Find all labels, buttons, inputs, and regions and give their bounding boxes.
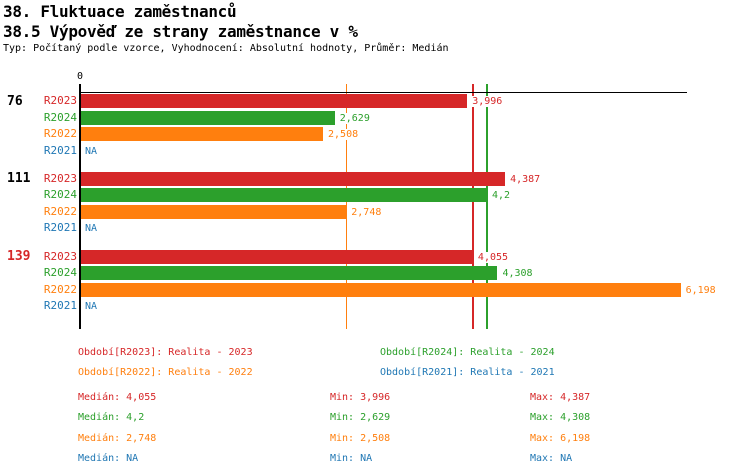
bar: [81, 171, 506, 186]
bar: [81, 127, 324, 142]
series-label: R2023: [43, 171, 77, 185]
na-value-label: NA: [84, 301, 99, 313]
median-line: [472, 84, 474, 329]
series-label: R2021: [43, 299, 77, 313]
page-title: 38. Fluktuace zaměstnanců: [3, 2, 237, 21]
stat-max: Max: 4,387: [530, 392, 591, 403]
bar: [81, 94, 468, 108]
median-line: [345, 84, 348, 329]
median-line: [486, 84, 488, 329]
series-label: R2024: [43, 188, 77, 202]
bar: [81, 204, 347, 219]
x-axis-line: [80, 91, 687, 93]
group-label: 111: [7, 171, 31, 187]
x-axis-origin-label: 0: [77, 71, 84, 82]
bar: [81, 266, 498, 281]
series-label: R2023: [43, 249, 77, 263]
stat-median: Medián: NA: [78, 453, 139, 464]
bar-value-label: 6,198: [684, 284, 717, 296]
series-label: R2021: [43, 143, 77, 157]
bar-chart: 76 R2023 3,996 R2024 2,629 R2022 2,508 R2021 NA 1…: [7, 71, 717, 329]
bar-value-label: 4,055: [476, 251, 510, 263]
bar: [81, 249, 473, 264]
series-label: R2022: [43, 204, 77, 218]
bar-value-label: 4,308: [501, 268, 534, 280]
series-label: R2022: [43, 127, 77, 141]
stat-min: Min: 2,508: [330, 433, 391, 444]
x-axis-tick: [79, 84, 81, 92]
stat-median: Medián: 4,055: [78, 392, 157, 403]
na-value-label: NA: [84, 223, 99, 235]
chart-meta-line: Typ: Počítaný podle vzorce, Vyhodnocení:…: [3, 43, 449, 54]
y-axis-line: [79, 92, 81, 329]
bar-value-label: 2,629: [338, 112, 371, 124]
bar-value-label: 3,996: [471, 96, 504, 107]
bar: [81, 110, 335, 125]
group-label: 139: [7, 249, 31, 264]
series-label: R2022: [43, 282, 77, 296]
bar-value-label: 2,748: [350, 206, 383, 218]
bar-value-label: 4,387: [509, 173, 542, 185]
bar-value-label: 2,508: [327, 129, 360, 141]
series-label: R2024: [43, 110, 77, 124]
stat-median: Medián: 4,2: [78, 412, 145, 423]
bar: [81, 282, 681, 297]
stat-min: Min: 3,996: [330, 392, 391, 403]
series-label: R2023: [43, 94, 77, 107]
bar: [81, 188, 487, 203]
series-label: R2021: [43, 221, 77, 235]
stat-max: Max: 4,308: [530, 412, 591, 423]
page-subtitle: 38.5 Výpověď ze strany zaměstnance v %: [3, 22, 358, 41]
legend-item: Období[R2024]: Realita - 2024: [380, 347, 555, 358]
group-label: 76: [7, 93, 23, 109]
series-label: R2024: [43, 266, 77, 280]
stat-min: Min: NA: [330, 453, 373, 464]
legend-item: Období[R2023]: Realita - 2023: [78, 347, 253, 358]
bar-value-label: 4,2: [490, 190, 512, 202]
stat-median: Medián: 2,748: [78, 433, 157, 444]
stat-min: Min: 2,629: [330, 412, 391, 423]
legend-item: Období[R2021]: Realita - 2021: [380, 367, 555, 378]
na-value-label: NA: [84, 145, 99, 157]
legend-item: Období[R2022]: Realita - 2022: [78, 367, 253, 378]
stat-max: Max: 6,198: [530, 433, 591, 444]
stat-max: Max: NA: [530, 453, 573, 464]
